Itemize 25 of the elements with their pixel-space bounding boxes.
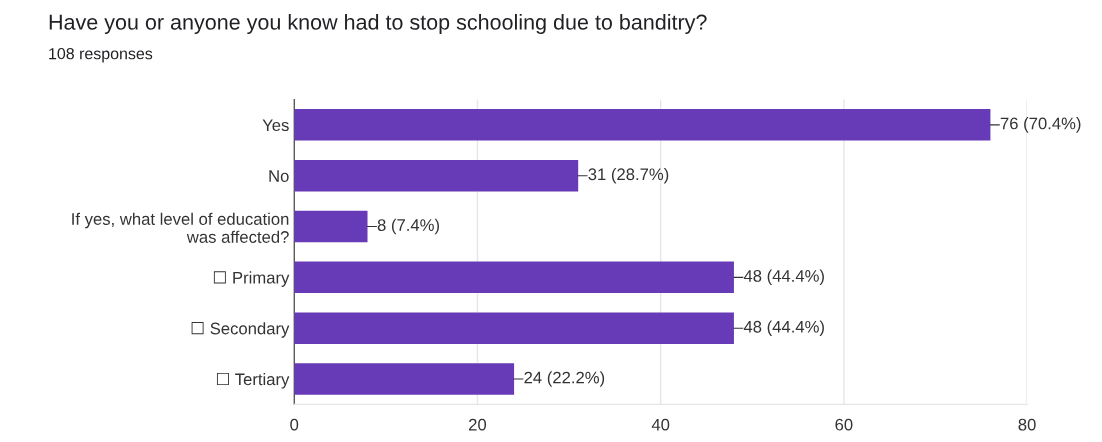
x-tick-label: 40	[651, 418, 670, 431]
y-tick-label: ☐ Tertiary	[216, 372, 290, 389]
data-label: 24 (22.2%)	[524, 371, 605, 387]
bar	[294, 312, 734, 344]
x-tick-label: 20	[469, 418, 487, 431]
y-tick-label: If yes, what level of education was affected?	[72, 212, 289, 243]
chart-title: Have you or anyone you know had to stop schooling due to banditry?	[49, 13, 707, 35]
bar	[294, 109, 991, 141]
data-label: 8 (7.4%)	[377, 218, 439, 235]
x-tick-label: 60	[835, 418, 853, 431]
y-tick-label: ☐ Secondary	[191, 322, 290, 338]
x-tick-label: 80	[1018, 418, 1036, 431]
data-label: 76 (70.4%)	[1000, 117, 1081, 133]
data-label: 48 (44.4%)	[743, 320, 824, 336]
y-tick-label: No	[269, 170, 289, 182]
y-tick-label: Yes	[262, 119, 289, 132]
bar	[294, 261, 734, 294]
bar	[294, 210, 368, 243]
data-label: 31 (28.7%)	[588, 167, 669, 184]
text: 108 responses	[49, 47, 153, 63]
bar	[294, 159, 579, 192]
x-tick-label: 0	[290, 418, 299, 431]
data-label: 48 (44.4%)	[743, 269, 824, 286]
bar	[294, 363, 515, 395]
y-tick-label: ☐ Primary	[213, 271, 290, 287]
